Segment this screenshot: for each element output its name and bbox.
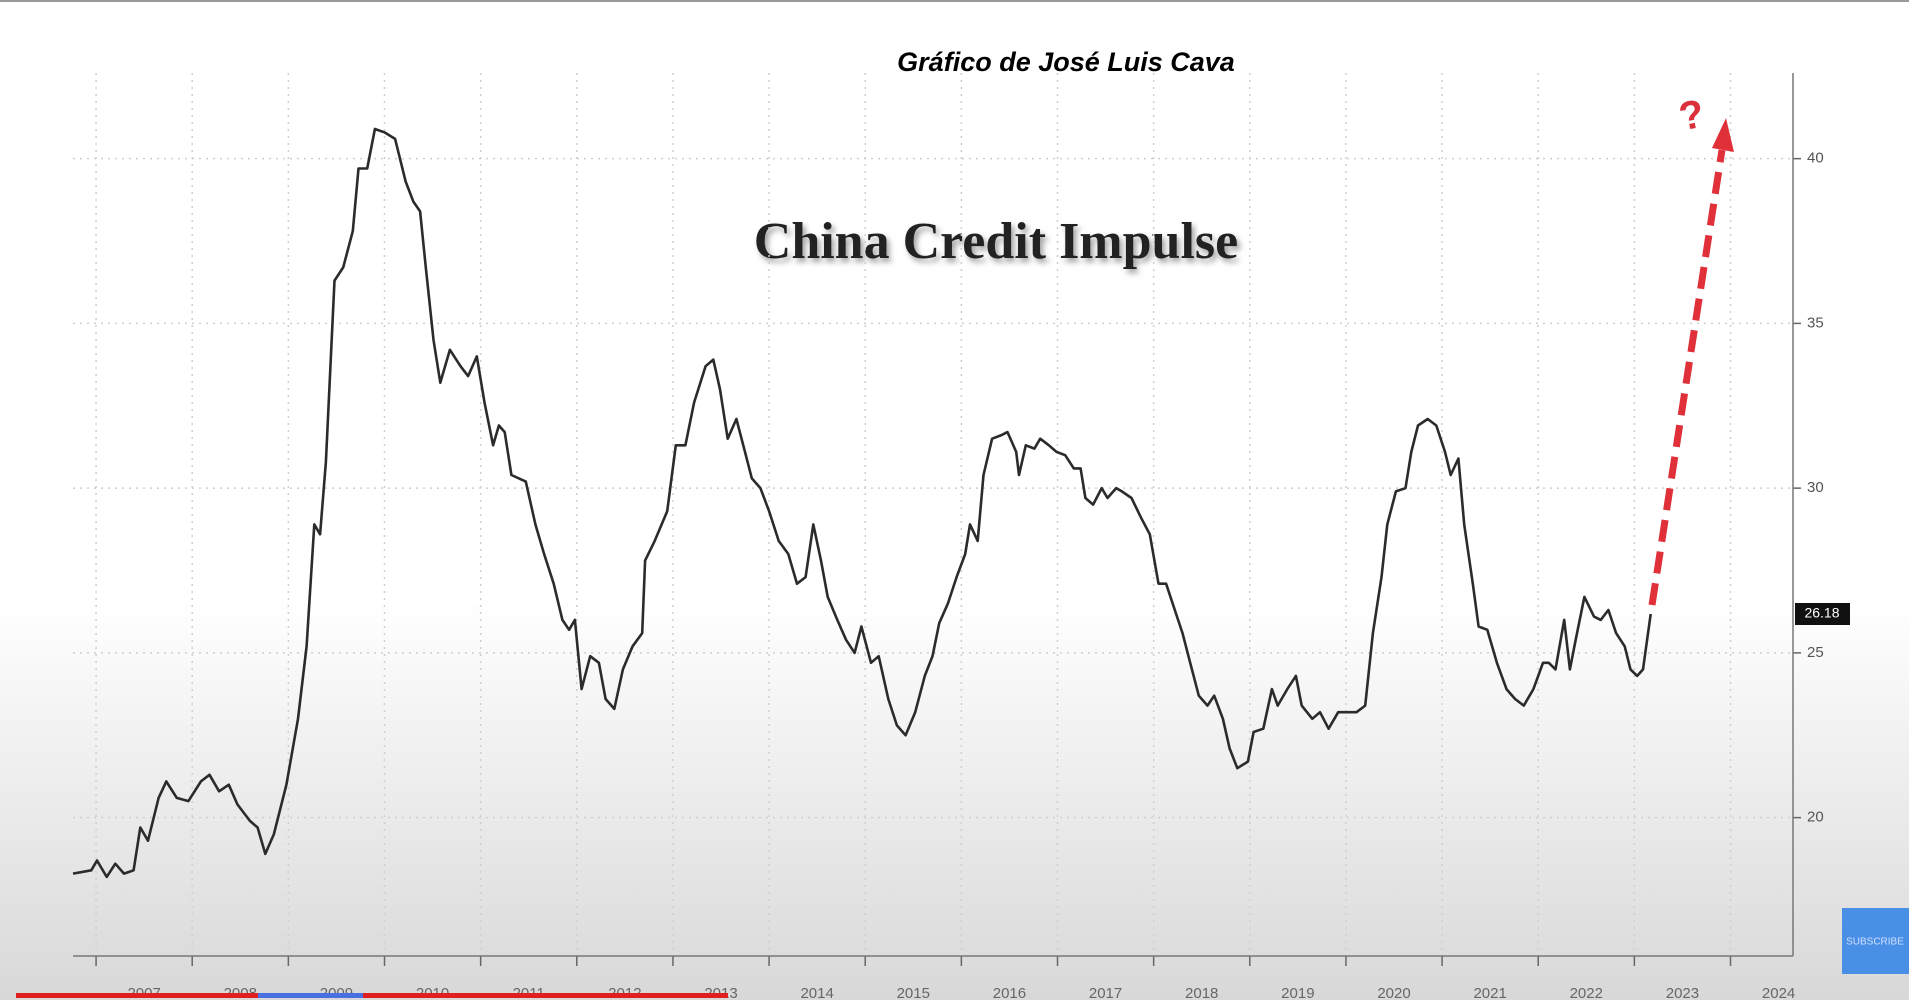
x-tick-label: 2016 [993,985,1026,1000]
x-tick-label: 2015 [897,985,930,1000]
x-tick-label: 2018 [1185,985,1218,1000]
x-tick-label: 2014 [800,985,833,1000]
arrow-shaft [1648,149,1726,606]
chart-title: China Credit Impulse [754,213,1238,270]
x-tick-label: 2017 [1089,985,1122,1000]
x-tick-label: 2023 [1666,985,1699,1000]
y-tick-label: 20 [1807,809,1824,826]
last-value-label: 26.18 [1804,605,1839,621]
x-tick-label: 2024 [1762,985,1795,1000]
last-value-box [1795,603,1850,626]
subscribe-button[interactable] [1842,908,1909,974]
arrow-head [1712,118,1734,152]
y-tick-label: 40 [1807,150,1824,167]
y-tick-label: 30 [1807,479,1824,496]
x-tick-label: 2022 [1570,985,1603,1000]
x-tick-label: 2021 [1473,985,1506,1000]
x-tick-label: 2020 [1377,985,1410,1000]
x-tick-label: 2019 [1281,985,1314,1000]
subscribe-label[interactable]: SUBSCRIBE [1846,937,1904,948]
progress-buffer [258,993,363,998]
progress-bar [16,993,728,998]
y-tick-label: 25 [1807,644,1824,661]
line-series [72,127,1652,879]
chart-subtitle: Gráfico de José Luis Cava [897,47,1235,77]
y-tick-label: 35 [1807,314,1824,331]
